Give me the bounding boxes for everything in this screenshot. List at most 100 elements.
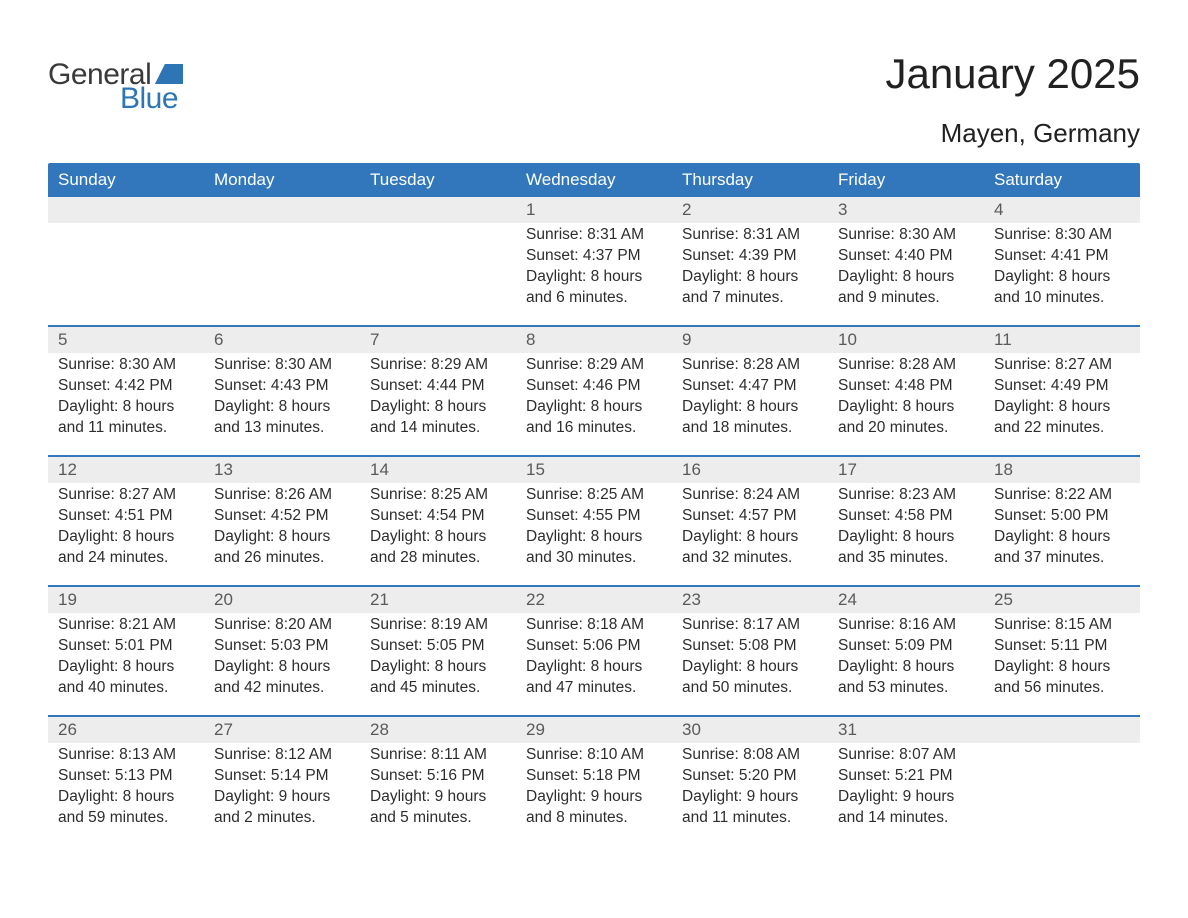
daylight-line: Daylight: 8 hours and 32 minutes. [676,527,824,569]
sunset-line: Sunset: 4:48 PM [832,376,980,397]
daylight-line: Daylight: 8 hours and 20 minutes. [832,397,980,439]
sunrise-line: Sunrise: 8:11 AM [364,745,512,766]
sunset-line: Sunset: 5:06 PM [520,636,668,657]
sunset-line: Sunset: 5:01 PM [52,636,200,657]
day-number: 29 [516,717,672,743]
calendar-header-cell: Wednesday [516,163,672,197]
sunset-line: Sunset: 5:08 PM [676,636,824,657]
calendar-day: 26Sunrise: 8:13 AMSunset: 5:13 PMDayligh… [48,717,204,845]
calendar-day [984,717,1140,845]
day-number: 9 [672,327,828,353]
sunset-line: Sunset: 4:54 PM [364,506,512,527]
sunset-line: Sunset: 4:55 PM [520,506,668,527]
calendar-week: 1Sunrise: 8:31 AMSunset: 4:37 PMDaylight… [48,197,1140,325]
calendar-day: 19Sunrise: 8:21 AMSunset: 5:01 PMDayligh… [48,587,204,715]
sunset-line: Sunset: 5:03 PM [208,636,356,657]
sunrise-line: Sunrise: 8:17 AM [676,615,824,636]
daylight-line: Daylight: 8 hours and 22 minutes. [988,397,1136,439]
header-row: General Blue January 2025 [48,50,1140,114]
calendar-header-cell: Sunday [48,163,204,197]
daylight-line: Daylight: 8 hours and 18 minutes. [676,397,824,439]
sunrise-line: Sunrise: 8:31 AM [676,225,824,246]
calendar-day: 18Sunrise: 8:22 AMSunset: 5:00 PMDayligh… [984,457,1140,585]
calendar-day: 8Sunrise: 8:29 AMSunset: 4:46 PMDaylight… [516,327,672,455]
daylight-line: Daylight: 9 hours and 8 minutes. [520,787,668,829]
calendar-day: 13Sunrise: 8:26 AMSunset: 4:52 PMDayligh… [204,457,360,585]
sunrise-line: Sunrise: 8:07 AM [832,745,980,766]
sunrise-line: Sunrise: 8:08 AM [676,745,824,766]
day-number: 8 [516,327,672,353]
sunset-line: Sunset: 4:41 PM [988,246,1136,267]
day-number: 23 [672,587,828,613]
calendar-day: 31Sunrise: 8:07 AMSunset: 5:21 PMDayligh… [828,717,984,845]
daylight-line: Daylight: 8 hours and 53 minutes. [832,657,980,699]
calendar-day: 20Sunrise: 8:20 AMSunset: 5:03 PMDayligh… [204,587,360,715]
day-number: 21 [360,587,516,613]
sunrise-line: Sunrise: 8:15 AM [988,615,1136,636]
flag-icon [155,64,183,84]
daylight-line: Daylight: 8 hours and 9 minutes. [832,267,980,309]
sunrise-line: Sunrise: 8:19 AM [364,615,512,636]
day-number: 3 [828,197,984,223]
sunset-line: Sunset: 4:40 PM [832,246,980,267]
sunrise-line: Sunrise: 8:23 AM [832,485,980,506]
sunset-line: Sunset: 5:16 PM [364,766,512,787]
calendar-header-cell: Friday [828,163,984,197]
calendar-day: 7Sunrise: 8:29 AMSunset: 4:44 PMDaylight… [360,327,516,455]
day-number [360,197,516,223]
calendar-day: 1Sunrise: 8:31 AMSunset: 4:37 PMDaylight… [516,197,672,325]
sunrise-line: Sunrise: 8:21 AM [52,615,200,636]
sunrise-line: Sunrise: 8:30 AM [988,225,1136,246]
daylight-line: Daylight: 8 hours and 42 minutes. [208,657,356,699]
calendar-day [204,197,360,325]
sunrise-line: Sunrise: 8:29 AM [364,355,512,376]
calendar-day [48,197,204,325]
sunrise-line: Sunrise: 8:13 AM [52,745,200,766]
daylight-line: Daylight: 8 hours and 35 minutes. [832,527,980,569]
calendar-day: 4Sunrise: 8:30 AMSunset: 4:41 PMDaylight… [984,197,1140,325]
day-number: 12 [48,457,204,483]
daylight-line: Daylight: 8 hours and 6 minutes. [520,267,668,309]
sunrise-line: Sunrise: 8:18 AM [520,615,668,636]
day-number: 17 [828,457,984,483]
day-number: 16 [672,457,828,483]
calendar-day: 17Sunrise: 8:23 AMSunset: 4:58 PMDayligh… [828,457,984,585]
daylight-line: Daylight: 8 hours and 40 minutes. [52,657,200,699]
daylight-line: Daylight: 9 hours and 2 minutes. [208,787,356,829]
sunrise-line: Sunrise: 8:27 AM [988,355,1136,376]
calendar-header-cell: Tuesday [360,163,516,197]
sunset-line: Sunset: 5:13 PM [52,766,200,787]
day-number: 19 [48,587,204,613]
sunset-line: Sunset: 4:46 PM [520,376,668,397]
location-row: Mayen, Germany [48,118,1140,149]
sunset-line: Sunset: 4:42 PM [52,376,200,397]
location-text: Mayen, Germany [941,118,1140,148]
page-title: January 2025 [885,50,1140,98]
day-number: 5 [48,327,204,353]
sunset-line: Sunset: 5:09 PM [832,636,980,657]
daylight-line: Daylight: 8 hours and 11 minutes. [52,397,200,439]
sunset-line: Sunset: 4:58 PM [832,506,980,527]
calendar-page: General Blue January 2025 Mayen, Germany… [0,0,1188,885]
daylight-line: Daylight: 8 hours and 10 minutes. [988,267,1136,309]
sunrise-line: Sunrise: 8:24 AM [676,485,824,506]
calendar-header-cell: Monday [204,163,360,197]
daylight-line: Daylight: 9 hours and 5 minutes. [364,787,512,829]
calendar-day: 24Sunrise: 8:16 AMSunset: 5:09 PMDayligh… [828,587,984,715]
day-number: 4 [984,197,1140,223]
daylight-line: Daylight: 8 hours and 13 minutes. [208,397,356,439]
calendar-week: 5Sunrise: 8:30 AMSunset: 4:42 PMDaylight… [48,325,1140,455]
day-number: 31 [828,717,984,743]
day-number: 11 [984,327,1140,353]
day-number: 15 [516,457,672,483]
logo: General Blue [48,60,183,114]
sunset-line: Sunset: 4:44 PM [364,376,512,397]
daylight-line: Daylight: 8 hours and 30 minutes. [520,527,668,569]
daylight-line: Daylight: 8 hours and 24 minutes. [52,527,200,569]
sunset-line: Sunset: 5:11 PM [988,636,1136,657]
calendar-day: 10Sunrise: 8:28 AMSunset: 4:48 PMDayligh… [828,327,984,455]
daylight-line: Daylight: 8 hours and 16 minutes. [520,397,668,439]
daylight-line: Daylight: 8 hours and 45 minutes. [364,657,512,699]
daylight-line: Daylight: 8 hours and 47 minutes. [520,657,668,699]
sunset-line: Sunset: 4:52 PM [208,506,356,527]
